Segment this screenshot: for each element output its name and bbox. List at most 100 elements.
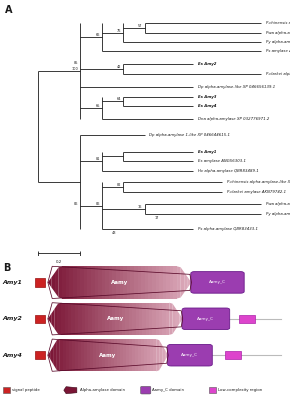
Text: Aamy_C: Aamy_C — [209, 280, 226, 284]
Polygon shape — [102, 266, 105, 298]
Polygon shape — [105, 266, 109, 298]
Polygon shape — [80, 266, 84, 298]
Polygon shape — [146, 303, 149, 335]
Polygon shape — [95, 303, 98, 335]
Polygon shape — [127, 266, 130, 298]
Polygon shape — [188, 277, 191, 288]
Polygon shape — [123, 266, 127, 298]
Polygon shape — [81, 339, 84, 371]
FancyBboxPatch shape — [35, 351, 45, 359]
Text: Aamy_C domain: Aamy_C domain — [152, 388, 184, 392]
Text: 86: 86 — [95, 202, 100, 206]
Polygon shape — [138, 339, 141, 371]
Polygon shape — [51, 272, 55, 292]
Text: Aamy: Aamy — [107, 316, 124, 321]
Polygon shape — [159, 303, 162, 335]
FancyBboxPatch shape — [225, 351, 241, 359]
Text: A: A — [5, 5, 12, 15]
Polygon shape — [162, 345, 165, 365]
Polygon shape — [102, 339, 105, 371]
Polygon shape — [87, 339, 90, 371]
Polygon shape — [66, 339, 69, 371]
Polygon shape — [98, 266, 102, 298]
Polygon shape — [78, 339, 81, 371]
Polygon shape — [84, 339, 87, 371]
Polygon shape — [179, 314, 183, 324]
Polygon shape — [152, 303, 156, 335]
Text: Es Amy1: Es Amy1 — [198, 150, 216, 154]
Polygon shape — [149, 303, 152, 335]
Polygon shape — [156, 339, 159, 371]
Polygon shape — [115, 303, 119, 335]
Polygon shape — [165, 350, 168, 360]
FancyBboxPatch shape — [191, 272, 244, 293]
Polygon shape — [122, 303, 125, 335]
Text: 43: 43 — [112, 230, 116, 234]
Text: 64: 64 — [117, 97, 121, 101]
Text: Amy2: Amy2 — [3, 316, 23, 321]
Polygon shape — [126, 339, 129, 371]
Polygon shape — [68, 303, 71, 335]
Text: 57: 57 — [138, 24, 143, 28]
Polygon shape — [69, 339, 72, 371]
Polygon shape — [114, 339, 117, 371]
Polygon shape — [66, 266, 69, 298]
FancyBboxPatch shape — [141, 386, 151, 394]
Polygon shape — [111, 339, 114, 371]
Polygon shape — [96, 339, 99, 371]
Polygon shape — [139, 303, 142, 335]
Text: Es amylase ANG56303.1: Es amylase ANG56303.1 — [198, 158, 246, 162]
Polygon shape — [176, 309, 179, 329]
Text: Alpha-amylase domain: Alpha-amylase domain — [80, 388, 125, 392]
Text: Low-complexity region: Low-complexity region — [218, 388, 263, 392]
Polygon shape — [75, 339, 78, 371]
Polygon shape — [61, 303, 65, 335]
Polygon shape — [48, 350, 51, 360]
Text: P.chinensis alpha-amylase-like XP 047486576.1: P.chinensis alpha-amylase-like XP 047486… — [266, 21, 290, 25]
Text: Py alpha-amylase-like XP 042856310.1: Py alpha-amylase-like XP 042856310.1 — [266, 40, 290, 44]
Polygon shape — [75, 303, 78, 335]
Polygon shape — [173, 266, 177, 298]
Text: Aamy_C: Aamy_C — [197, 317, 214, 321]
Text: 0.2: 0.2 — [56, 260, 62, 264]
Polygon shape — [108, 303, 112, 335]
FancyBboxPatch shape — [35, 278, 45, 286]
Polygon shape — [112, 303, 115, 335]
Polygon shape — [60, 339, 63, 371]
Text: Aamy_C: Aamy_C — [182, 353, 198, 357]
Text: 16: 16 — [138, 205, 143, 209]
Text: Es Amy3: Es Amy3 — [198, 95, 216, 99]
Polygon shape — [135, 303, 139, 335]
Polygon shape — [92, 303, 95, 335]
Text: 17: 17 — [154, 216, 159, 220]
Polygon shape — [57, 339, 60, 371]
Polygon shape — [163, 266, 166, 298]
Polygon shape — [81, 303, 85, 335]
Polygon shape — [105, 339, 108, 371]
Polygon shape — [129, 303, 132, 335]
Polygon shape — [88, 303, 92, 335]
Polygon shape — [147, 339, 150, 371]
Polygon shape — [166, 266, 170, 298]
Text: P.chinensis alpha-amylase-like XP 047485549.1: P.chinensis alpha-amylase-like XP 047485… — [227, 180, 290, 184]
Polygon shape — [95, 266, 98, 298]
Text: Es Amy4: Es Amy4 — [198, 104, 216, 108]
Text: Pwa alpha-amylase AME17649.1: Pwa alpha-amylase AME17649.1 — [266, 31, 290, 35]
Text: Pwa alpha-amylase-like XP 037797387.1: Pwa alpha-amylase-like XP 037797387.1 — [266, 202, 290, 206]
Polygon shape — [54, 340, 57, 370]
FancyBboxPatch shape — [239, 315, 255, 323]
Polygon shape — [93, 339, 96, 371]
Text: Es Amy2: Es Amy2 — [198, 62, 216, 66]
Text: 85: 85 — [74, 61, 79, 65]
Polygon shape — [58, 303, 61, 335]
Text: Amy4: Amy4 — [3, 353, 23, 358]
Text: Ps amylase A8B2079.1: Ps amylase A8B2079.1 — [266, 49, 290, 53]
Text: signal peptide: signal peptide — [12, 388, 40, 392]
Polygon shape — [55, 267, 59, 298]
Text: P.clarkei amylase AKN79742.1: P.clarkei amylase AKN79742.1 — [227, 190, 286, 194]
Polygon shape — [48, 277, 51, 288]
Text: P.clarkei alpha-amylase-like XP 045614592.1: P.clarkei alpha-amylase-like XP 04561459… — [266, 72, 290, 76]
Polygon shape — [117, 339, 120, 371]
Text: Hv alpha-amylase QBR83489.1: Hv alpha-amylase QBR83489.1 — [198, 169, 259, 173]
Text: 100: 100 — [72, 67, 79, 71]
